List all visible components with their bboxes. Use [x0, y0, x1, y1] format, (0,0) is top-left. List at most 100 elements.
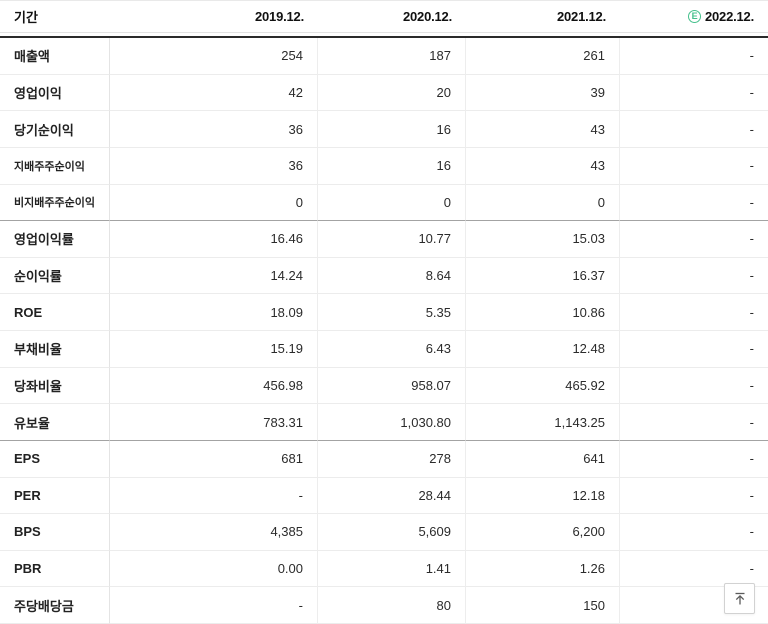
table-row-quick-ratio: 당좌비율 456.98 958.07 465.92 - — [0, 367, 768, 405]
cell-value: 783.31 — [110, 404, 318, 441]
cell-value: 278 — [318, 440, 466, 478]
cell-value: 28.44 — [318, 477, 466, 515]
table-row-debt-ratio: 부채비율 15.19 6.43 12.48 - — [0, 331, 768, 368]
cell-value: - — [620, 551, 768, 588]
cell-value: 18.09 — [110, 294, 318, 331]
table-row-bps: BPS 4,385 5,609 6,200 - — [0, 514, 768, 551]
header-2021-12: 2021.12. — [556, 9, 606, 24]
cell-value: 958.07 — [318, 367, 466, 405]
table-row-net-income: 당기순이익 36 16 43 - — [0, 111, 768, 148]
cell-value: 0 — [110, 184, 318, 222]
table-body: 매출액 254 187 261 - 영업이익 42 20 39 - 당기순이익 … — [0, 36, 768, 624]
cell-value: 16 — [318, 147, 466, 185]
row-label: 지배주주순이익 — [0, 147, 110, 185]
cell-value: - — [620, 368, 768, 405]
cell-value: 16 — [318, 111, 466, 148]
cell-value: 36 — [110, 111, 318, 148]
cell-value: 43 — [466, 111, 620, 148]
row-label: 매출액 — [0, 38, 110, 75]
row-label: 유보율 — [0, 404, 110, 441]
cell-value: 16.46 — [110, 221, 318, 258]
cell-value: 12.18 — [466, 477, 620, 515]
table-row-roe: ROE 18.09 5.35 10.86 - — [0, 294, 768, 331]
cell-value: - — [110, 477, 318, 515]
table-row-controlling-net-income: 지배주주순이익 36 16 43 - — [0, 147, 768, 185]
row-label: 영업이익 — [0, 74, 110, 112]
cell-value: 1,143.25 — [466, 404, 620, 441]
cell-value: 465.92 — [466, 367, 620, 405]
cell-value: 6.43 — [318, 331, 466, 368]
table-row-operating-margin: 영업이익률 16.46 10.77 15.03 - — [0, 221, 768, 258]
header-2020-12: 2020.12. — [402, 9, 452, 24]
cell-value: 4,385 — [110, 514, 318, 551]
cell-value: 43 — [466, 147, 620, 185]
cell-value: - — [620, 111, 768, 148]
cell-value: - — [620, 185, 768, 222]
table-row-revenue: 매출액 254 187 261 - — [0, 38, 768, 75]
cell-value: 1,030.80 — [318, 404, 466, 441]
row-label: 비지배주주순이익 — [0, 184, 110, 222]
cell-value: - — [620, 331, 768, 368]
cell-value: - — [620, 148, 768, 185]
row-label: PBR — [0, 550, 110, 588]
arrow-to-top-icon — [732, 591, 748, 607]
cell-value: 0.00 — [110, 550, 318, 588]
cell-value: 6,200 — [466, 514, 620, 551]
cell-value: 10.77 — [318, 221, 466, 258]
cell-value: 80 — [318, 587, 466, 624]
row-label: 부채비율 — [0, 331, 110, 368]
cell-value: 39 — [466, 74, 620, 112]
cell-value: 20 — [318, 74, 466, 112]
row-label: 영업이익률 — [0, 221, 110, 258]
cell-value: - — [620, 75, 768, 112]
cell-value: 641 — [466, 440, 620, 478]
cell-value: 456.98 — [110, 367, 318, 405]
cell-value: 0 — [466, 184, 620, 222]
table-header-row: 기간 2019.12. 2020.12. 2021.12. E 2022.12. — [0, 0, 768, 33]
cell-value: 150 — [466, 587, 620, 624]
cell-value: 681 — [110, 440, 318, 478]
header-2019-12: 2019.12. — [254, 9, 304, 24]
scroll-to-top-button[interactable] — [724, 583, 755, 614]
row-label: EPS — [0, 440, 110, 478]
cell-value: 254 — [110, 38, 318, 75]
cell-value: 0 — [318, 184, 466, 222]
cell-value: 5,609 — [318, 514, 466, 551]
cell-value: 261 — [466, 38, 620, 75]
cell-value: 12.48 — [466, 331, 620, 368]
header-2022-12-label: 2022.12. — [704, 9, 754, 24]
cell-value: - — [620, 258, 768, 295]
cell-value: 42 — [110, 74, 318, 112]
cell-value: - — [620, 38, 768, 75]
cell-value: - — [620, 294, 768, 331]
table-row-pbr: PBR 0.00 1.41 1.26 - — [0, 550, 768, 588]
cell-value: - — [620, 514, 768, 551]
row-label: BPS — [0, 514, 110, 551]
cell-value: - — [620, 404, 768, 441]
table-row-retention-ratio: 유보율 783.31 1,030.80 1,143.25 - — [0, 404, 768, 441]
header-2022-12: E 2022.12. — [620, 9, 768, 24]
table-row-eps: EPS 681 278 641 - — [0, 440, 768, 478]
header-period: 기간 — [14, 10, 38, 25]
estimate-icon: E — [687, 10, 701, 23]
table-row-dividend-per-share: 주당배당금 - 80 150 - — [0, 587, 768, 624]
table-row-noncontrolling-net-income: 비지배주주순이익 0 0 0 - — [0, 184, 768, 222]
cell-value: 36 — [110, 147, 318, 185]
cell-value: 5.35 — [318, 294, 466, 331]
cell-value: 14.24 — [110, 257, 318, 295]
cell-value: - — [110, 587, 318, 624]
row-label: ROE — [0, 294, 110, 331]
cell-value: 187 — [318, 38, 466, 75]
cell-value: 15.19 — [110, 331, 318, 368]
cell-value: 1.26 — [466, 550, 620, 588]
row-label: PER — [0, 477, 110, 515]
cell-value: - — [620, 478, 768, 515]
row-label: 주당배당금 — [0, 587, 110, 624]
cell-value: - — [620, 441, 768, 478]
cell-value: 10.86 — [466, 294, 620, 331]
cell-value: 15.03 — [466, 221, 620, 258]
table-row-operating-profit: 영업이익 42 20 39 - — [0, 74, 768, 112]
cell-value: 1.41 — [318, 550, 466, 588]
row-label: 당기순이익 — [0, 111, 110, 148]
